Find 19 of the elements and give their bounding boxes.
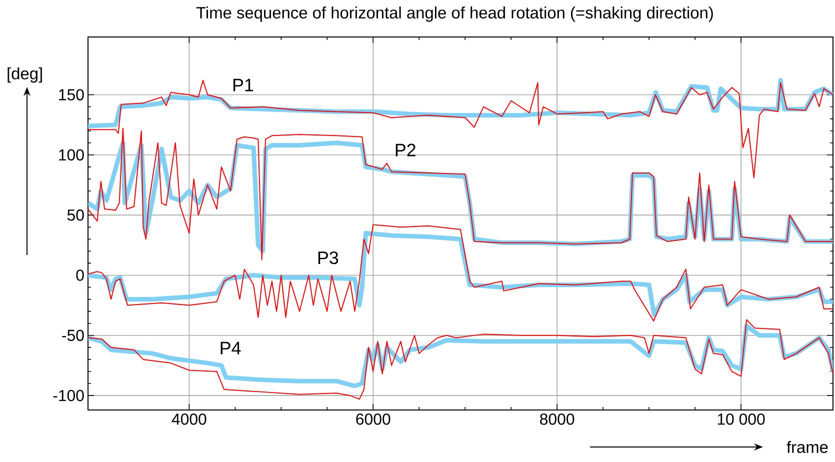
y-tick-label: 50 (67, 209, 84, 221)
line-series (88, 319, 833, 400)
x-tick-label: 10 000 (718, 414, 765, 425)
y-tick-label: 100 (59, 149, 84, 161)
x-tick-label: 8000 (540, 414, 574, 425)
y-axis-title: [deg] (8, 67, 42, 83)
y-tick-label: 0 (76, 270, 84, 281)
y-tick-label: -100 (53, 390, 84, 402)
x-tick-label: 6000 (356, 414, 390, 425)
x-tick-label: 4000 (172, 414, 206, 425)
y-tick-label: 150 (59, 89, 84, 100)
chart-title: Time sequence of horizontal angle of head rotation (=shaking direction) (196, 6, 713, 22)
line-series (88, 80, 833, 178)
y-tick-label: -50 (62, 330, 84, 342)
annotation: P2 (396, 144, 416, 156)
annotation: P4 (220, 342, 241, 354)
annotation: P3 (318, 251, 338, 264)
x-axis-title: frame (786, 440, 828, 454)
annotation: P1 (233, 78, 254, 92)
